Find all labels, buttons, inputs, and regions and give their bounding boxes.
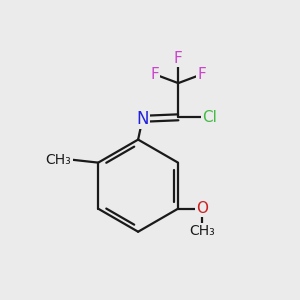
Text: CH₃: CH₃ (46, 153, 71, 167)
Text: F: F (150, 67, 159, 82)
Text: N: N (136, 110, 149, 128)
Text: F: F (198, 67, 206, 82)
Text: O: O (196, 201, 208, 216)
Text: Cl: Cl (202, 110, 217, 125)
Text: F: F (174, 51, 183, 66)
Text: CH₃: CH₃ (190, 224, 215, 238)
